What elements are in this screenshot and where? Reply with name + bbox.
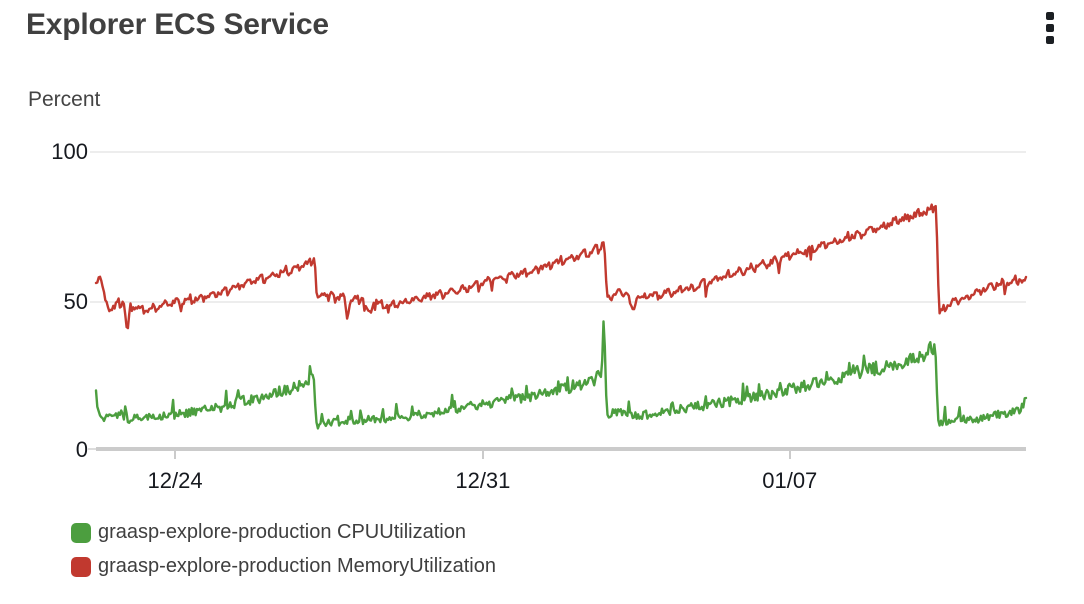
y-tick-label-100: 100 bbox=[51, 139, 88, 164]
y-tick-label-0: 0 bbox=[75, 437, 88, 462]
series-line-cpu bbox=[94, 320, 1028, 430]
legend-swatch-icon bbox=[71, 556, 91, 577]
gridline-50 bbox=[90, 301, 1026, 303]
y-axis-unit-label: Percent bbox=[28, 88, 101, 111]
x-tick-label-0107: 01/07 bbox=[762, 468, 818, 493]
series-line-memory bbox=[94, 203, 1028, 330]
legend-item-cpu-utilization[interactable]: graasp-explore-production CPUUtilization bbox=[71, 521, 496, 544]
x-tick-label-1224: 12/24 bbox=[147, 468, 203, 493]
widget-menu-button[interactable] bbox=[1038, 10, 1062, 50]
x-tick-mark bbox=[788, 451, 791, 459]
x-tick-mark bbox=[174, 451, 177, 459]
vertical-ellipsis-icon bbox=[1046, 24, 1054, 32]
x-axis-line bbox=[96, 447, 1026, 451]
widget-title: Explorer ECS Service bbox=[26, 8, 329, 41]
gridline-100 bbox=[90, 151, 1026, 153]
vertical-ellipsis-icon bbox=[1046, 36, 1054, 44]
vertical-ellipsis-icon bbox=[1046, 12, 1054, 20]
y-tick-label-50: 50 bbox=[63, 289, 88, 314]
x-tick-label-1231: 12/31 bbox=[455, 468, 511, 493]
x-axis-stub bbox=[88, 448, 96, 450]
legend-label: graasp-explore-production CPUUtilization bbox=[98, 521, 466, 543]
legend-item-memory-utilization[interactable]: graasp-explore-production MemoryUtilizat… bbox=[71, 555, 496, 578]
x-tick-mark bbox=[481, 451, 484, 459]
legend-swatch-icon bbox=[71, 522, 91, 543]
chart-plot-area[interactable] bbox=[94, 152, 1028, 452]
chart-legend: graasp-explore-production CPUUtilization… bbox=[71, 521, 496, 578]
legend-label: graasp-explore-production MemoryUtilizat… bbox=[98, 555, 496, 577]
